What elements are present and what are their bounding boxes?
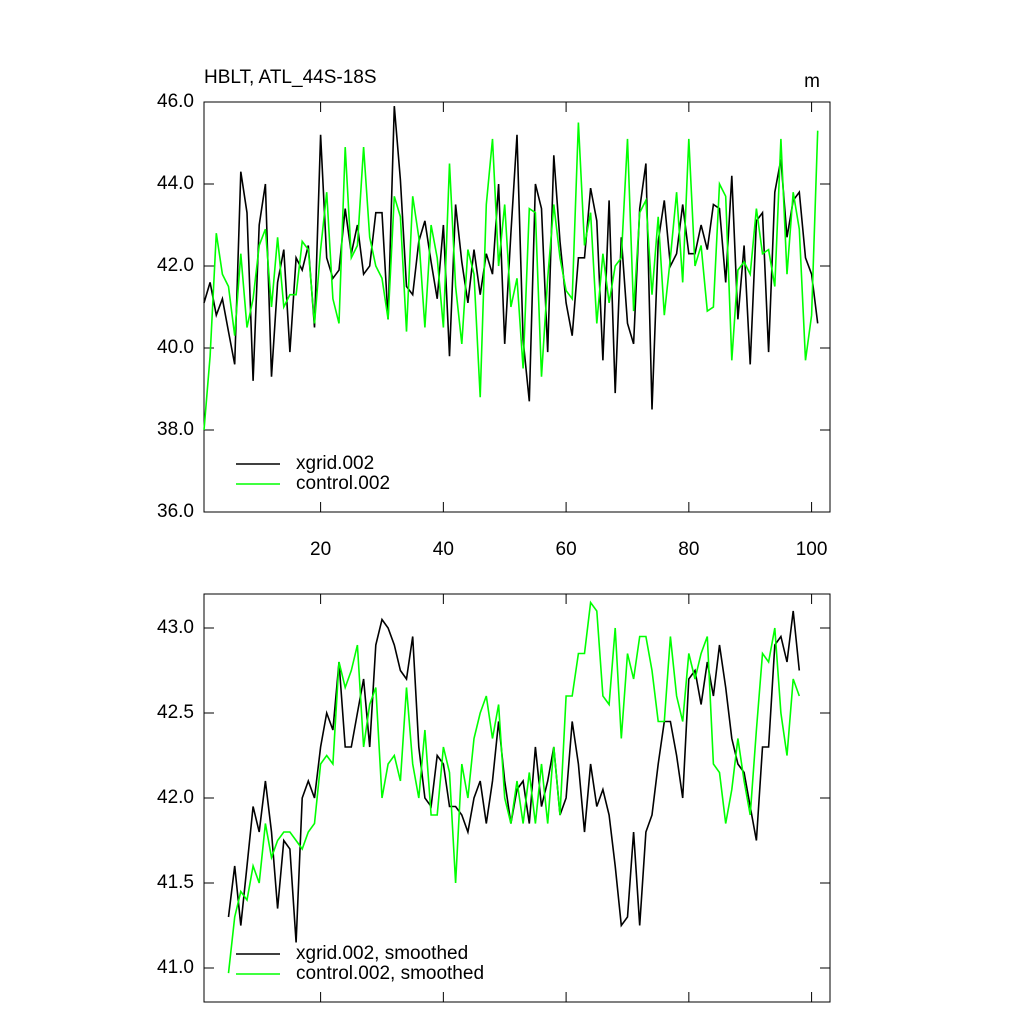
y-tick-label: 42.0	[157, 787, 194, 808]
y-tick-label: 44.0	[157, 173, 194, 194]
x-tick-label: 80	[678, 539, 699, 560]
legend-label: xgrid.002	[296, 453, 374, 474]
unit-label: m	[804, 71, 820, 92]
y-tick-label: 38.0	[157, 419, 194, 440]
series-line	[227, 600, 801, 974]
legend-label: control.002	[296, 473, 390, 494]
y-tick-label: 41.5	[157, 872, 194, 893]
y-tick-label: 42.0	[157, 255, 194, 276]
y-tick-label: 43.0	[157, 617, 194, 638]
y-tick-label: 40.0	[157, 337, 194, 358]
y-tick-label: 46.0	[157, 91, 194, 112]
series-line	[227, 610, 801, 943]
legend-label: xgrid.002, smoothed	[296, 943, 468, 964]
x-tick-label: 40	[433, 539, 454, 560]
x-tick-label: 100	[796, 539, 828, 560]
series-line	[203, 106, 819, 410]
plot-frame	[203, 593, 831, 1003]
y-tick-label: 42.5	[157, 702, 194, 723]
y-tick-label: 36.0	[157, 501, 194, 522]
plot-frame	[203, 101, 831, 513]
chart-title: HBLT, ATL_44S-18S	[204, 67, 377, 88]
x-tick-label: 60	[556, 539, 577, 560]
y-tick-label: 41.0	[157, 957, 194, 978]
series-line	[203, 122, 819, 431]
x-tick-label: 20	[310, 539, 331, 560]
legend-label: control.002, smoothed	[296, 963, 484, 984]
